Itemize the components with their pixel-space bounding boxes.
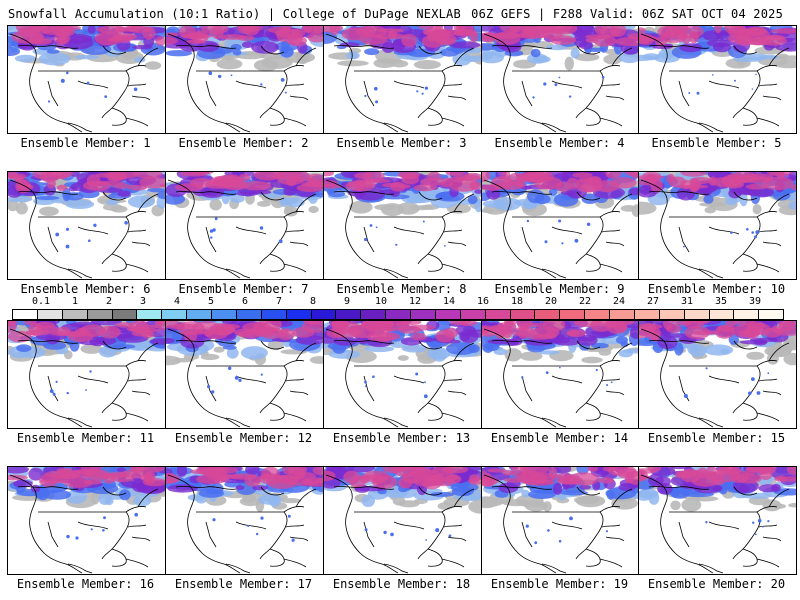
colorbar-swatch bbox=[535, 310, 561, 319]
ensemble-member-label: Ensemble Member: 5 bbox=[651, 136, 782, 150]
colorbar-tick-label: 6 bbox=[241, 296, 249, 307]
colorbar-swatch bbox=[709, 310, 735, 319]
colorbar-swatch bbox=[87, 310, 113, 319]
colorbar-swatch bbox=[137, 310, 163, 319]
colorbar-tick-label: 27 bbox=[646, 296, 660, 307]
ensemble-member-label: Ensemble Member: 19 bbox=[490, 577, 629, 591]
colorbar-swatch bbox=[311, 310, 337, 319]
colorbar-swatch bbox=[37, 310, 63, 319]
ensemble-member-label: Ensemble Member: 4 bbox=[494, 136, 625, 150]
colorbar-tick-label: 5 bbox=[207, 296, 215, 307]
ensemble-member-label: Ensemble Member: 16 bbox=[16, 577, 155, 591]
colorbar-swatch bbox=[261, 310, 287, 319]
colorbar-tick-label: 18 bbox=[510, 296, 524, 307]
colorbar-tick-label: 39 bbox=[748, 296, 762, 307]
model-run-valid-time: 06Z GEFS | F288 Valid: 06Z SAT OCT 04 20… bbox=[471, 7, 783, 21]
colorbar-swatch bbox=[162, 310, 188, 319]
ensemble-member-label: Ensemble Member: 17 bbox=[174, 577, 313, 591]
ensemble-member-label: Ensemble Member: 2 bbox=[178, 136, 309, 150]
colorbar-swatch bbox=[62, 310, 88, 319]
colorbar-swatch bbox=[659, 310, 685, 319]
colorbar-tick-label: 8 bbox=[309, 296, 317, 307]
colorbar-swatch bbox=[236, 310, 262, 319]
ensemble-member-label: Ensemble Member: 12 bbox=[174, 431, 313, 445]
ensemble-member-map bbox=[481, 171, 640, 280]
colorbar-swatch bbox=[13, 310, 38, 319]
colorbar-tick-label: 9 bbox=[343, 296, 351, 307]
colorbar-swatch bbox=[460, 310, 486, 319]
colorbar-tick-label: 14 bbox=[442, 296, 456, 307]
ensemble-member-label: Ensemble Member: 15 bbox=[647, 431, 786, 445]
ensemble-member-map bbox=[638, 466, 797, 575]
colorbar-swatch bbox=[734, 310, 760, 319]
snowfall-colorbar bbox=[12, 309, 784, 320]
colorbar-tick-label: 16 bbox=[476, 296, 490, 307]
ensemble-member-label: Ensemble Member: 9 bbox=[494, 282, 625, 296]
colorbar-swatch bbox=[286, 310, 312, 319]
ensemble-member-map bbox=[165, 171, 324, 280]
colorbar-swatch bbox=[759, 310, 784, 319]
ensemble-member-map bbox=[165, 25, 324, 134]
colorbar-swatch bbox=[112, 310, 138, 319]
colorbar-swatch bbox=[187, 310, 212, 319]
ensemble-member-map bbox=[481, 25, 640, 134]
colorbar-swatch bbox=[634, 310, 660, 319]
ensemble-member-label: Ensemble Member: 20 bbox=[647, 577, 786, 591]
colorbar-tick-label: 20 bbox=[544, 296, 558, 307]
colorbar-swatch bbox=[435, 310, 461, 319]
colorbar-tick-label: 7 bbox=[275, 296, 283, 307]
ensemble-member-map bbox=[7, 320, 166, 429]
map-title: Snowfall Accumulation (10:1 Ratio) | Col… bbox=[8, 7, 461, 21]
ensemble-member-map bbox=[323, 466, 482, 575]
ensemble-member-label: Ensemble Member: 6 bbox=[20, 282, 151, 296]
colorbar-swatch bbox=[684, 310, 710, 319]
colorbar-tick-label: 35 bbox=[714, 296, 728, 307]
colorbar-tick-label: 0.1 bbox=[31, 296, 51, 307]
ensemble-member-map bbox=[7, 171, 166, 280]
ensemble-member-label: Ensemble Member: 1 bbox=[20, 136, 151, 150]
ensemble-member-map bbox=[638, 320, 797, 429]
colorbar-swatch bbox=[212, 310, 237, 319]
ensemble-member-map bbox=[7, 25, 166, 134]
ensemble-member-label: Ensemble Member: 10 bbox=[647, 282, 786, 296]
ensemble-member-map bbox=[638, 171, 797, 280]
ensemble-member-label: Ensemble Member: 11 bbox=[16, 431, 155, 445]
ensemble-member-map bbox=[7, 466, 166, 575]
colorbar-swatch bbox=[560, 310, 586, 319]
ensemble-member-map bbox=[323, 320, 482, 429]
colorbar-swatch bbox=[336, 310, 362, 319]
ensemble-member-label: Ensemble Member: 8 bbox=[336, 282, 467, 296]
colorbar-swatch bbox=[485, 310, 511, 319]
colorbar-swatch bbox=[386, 310, 411, 319]
ensemble-member-map bbox=[481, 466, 640, 575]
colorbar-swatch bbox=[411, 310, 436, 319]
ensemble-member-map bbox=[638, 25, 797, 134]
colorbar-tick-label: 3 bbox=[139, 296, 147, 307]
colorbar-tick-label: 1 bbox=[71, 296, 79, 307]
ensemble-member-label: Ensemble Member: 7 bbox=[178, 282, 309, 296]
colorbar-tick-label: 10 bbox=[374, 296, 388, 307]
ensemble-member-label: Ensemble Member: 14 bbox=[490, 431, 629, 445]
ensemble-member-map bbox=[481, 320, 640, 429]
ensemble-member-map bbox=[323, 171, 482, 280]
ensemble-member-map bbox=[323, 25, 482, 134]
ensemble-member-map bbox=[165, 466, 324, 575]
colorbar-swatch bbox=[361, 310, 387, 319]
colorbar-swatch bbox=[585, 310, 610, 319]
colorbar-tick-label: 31 bbox=[680, 296, 694, 307]
colorbar-swatch bbox=[610, 310, 635, 319]
colorbar-tick-label: 24 bbox=[612, 296, 626, 307]
colorbar-tick-label: 4 bbox=[173, 296, 181, 307]
ensemble-member-map bbox=[165, 320, 324, 429]
ensemble-member-label: Ensemble Member: 13 bbox=[332, 431, 471, 445]
colorbar-tick-label: 22 bbox=[578, 296, 592, 307]
colorbar-swatch bbox=[510, 310, 536, 319]
colorbar-tick-label: 2 bbox=[105, 296, 113, 307]
ensemble-member-label: Ensemble Member: 18 bbox=[332, 577, 471, 591]
ensemble-member-label: Ensemble Member: 3 bbox=[336, 136, 467, 150]
colorbar-tick-label: 12 bbox=[408, 296, 422, 307]
